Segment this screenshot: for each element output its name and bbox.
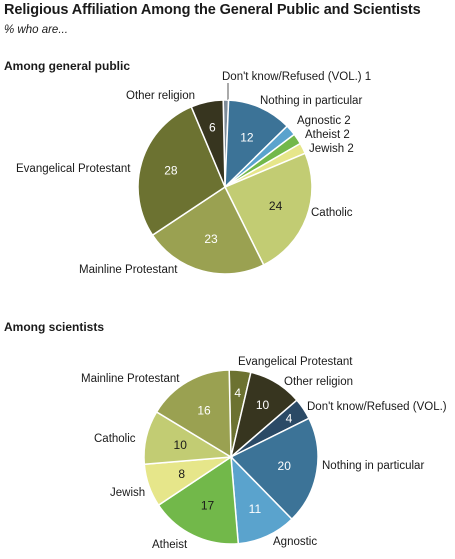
- pie-1-label-other-religion: Other religion: [284, 376, 353, 388]
- pie-1-value-catholic: 10: [174, 438, 188, 452]
- pie-1-label-atheist: Atheist: [152, 539, 188, 551]
- pie-0-label-other-religion: Other religion: [126, 90, 195, 102]
- pie-1-label-nothing-in-particular: Nothing in particular: [322, 460, 424, 472]
- pie-0-value-nothing-in-particular: 12: [240, 131, 254, 145]
- pie-0-value-other-religion: 6: [209, 120, 216, 134]
- pie-1-value-evangelical-protestant: 4: [234, 386, 241, 400]
- pie-title-general-public: Among general public: [4, 59, 131, 73]
- pie-0-label-jewish: Jewish 2: [309, 143, 354, 155]
- pie-1-label-evangelical-protestant: Evangelical Protestant: [238, 356, 353, 368]
- pie-0-slice-catholic: [223, 152, 313, 266]
- pie-0-slice-mainline-protestant: [151, 185, 265, 275]
- pie-0-value-mainline-protestant: 23: [204, 232, 218, 246]
- pie-0-slice-other-religion: [190, 99, 226, 188]
- pie-1-label-catholic: Catholic: [94, 433, 136, 445]
- pie-1-slice-nothing-in-particular: [229, 417, 319, 521]
- pie-0-value-catholic: 24: [269, 199, 283, 213]
- chart-subtitle: % who are...: [4, 24, 68, 36]
- pie-0-label-don-t-know-refused-vol: Don't know/Refused (VOL.) 1: [222, 71, 371, 83]
- pie-1-label-mainline-protestant: Mainline Protestant: [81, 373, 180, 385]
- pie-1-slice-atheist: [157, 455, 240, 545]
- pie-1-label-agnostic: Agnostic: [273, 536, 317, 548]
- pie-0-value-evangelical-protestant: 28: [164, 164, 178, 178]
- pie-1-value-nothing-in-particular: 20: [278, 459, 292, 473]
- pie-0-label-agnostic: Agnostic 2: [297, 115, 351, 127]
- pie-0-label-catholic: Catholic: [311, 207, 353, 219]
- pie-1-value-don-t-know-refused-vol: 4: [286, 412, 293, 426]
- pie-0-slice-evangelical-protestant: [137, 105, 226, 237]
- pie-1-value-mainline-protestant: 16: [197, 403, 211, 417]
- pie-0-label-nothing-in-particular: Nothing in particular: [260, 95, 362, 107]
- pie-1-value-other-religion: 10: [256, 398, 270, 412]
- pie-0-label-mainline-protestant: Mainline Protestant: [79, 264, 178, 276]
- pie-0-label-atheist: Atheist 2: [305, 129, 350, 141]
- pie-0-slice-nothing-in-particular: [224, 99, 289, 189]
- pie-title-scientists: Among scientists: [4, 320, 105, 334]
- pie-1-value-jewish: 8: [178, 467, 185, 481]
- pie-1-value-agnostic: 11: [249, 502, 262, 516]
- pie-0-label-evangelical-protestant: Evangelical Protestant: [16, 163, 131, 175]
- chart-title: Religious Affiliation Among the General …: [4, 2, 421, 18]
- pie-1-value-atheist: 17: [201, 499, 215, 513]
- pie-1-slice-mainline-protestant: [155, 369, 232, 459]
- pie-1-label-don-t-know-refused-vol: Don't know/Refused (VOL.): [307, 401, 447, 413]
- pie-1-label-jewish: Jewish: [110, 487, 145, 499]
